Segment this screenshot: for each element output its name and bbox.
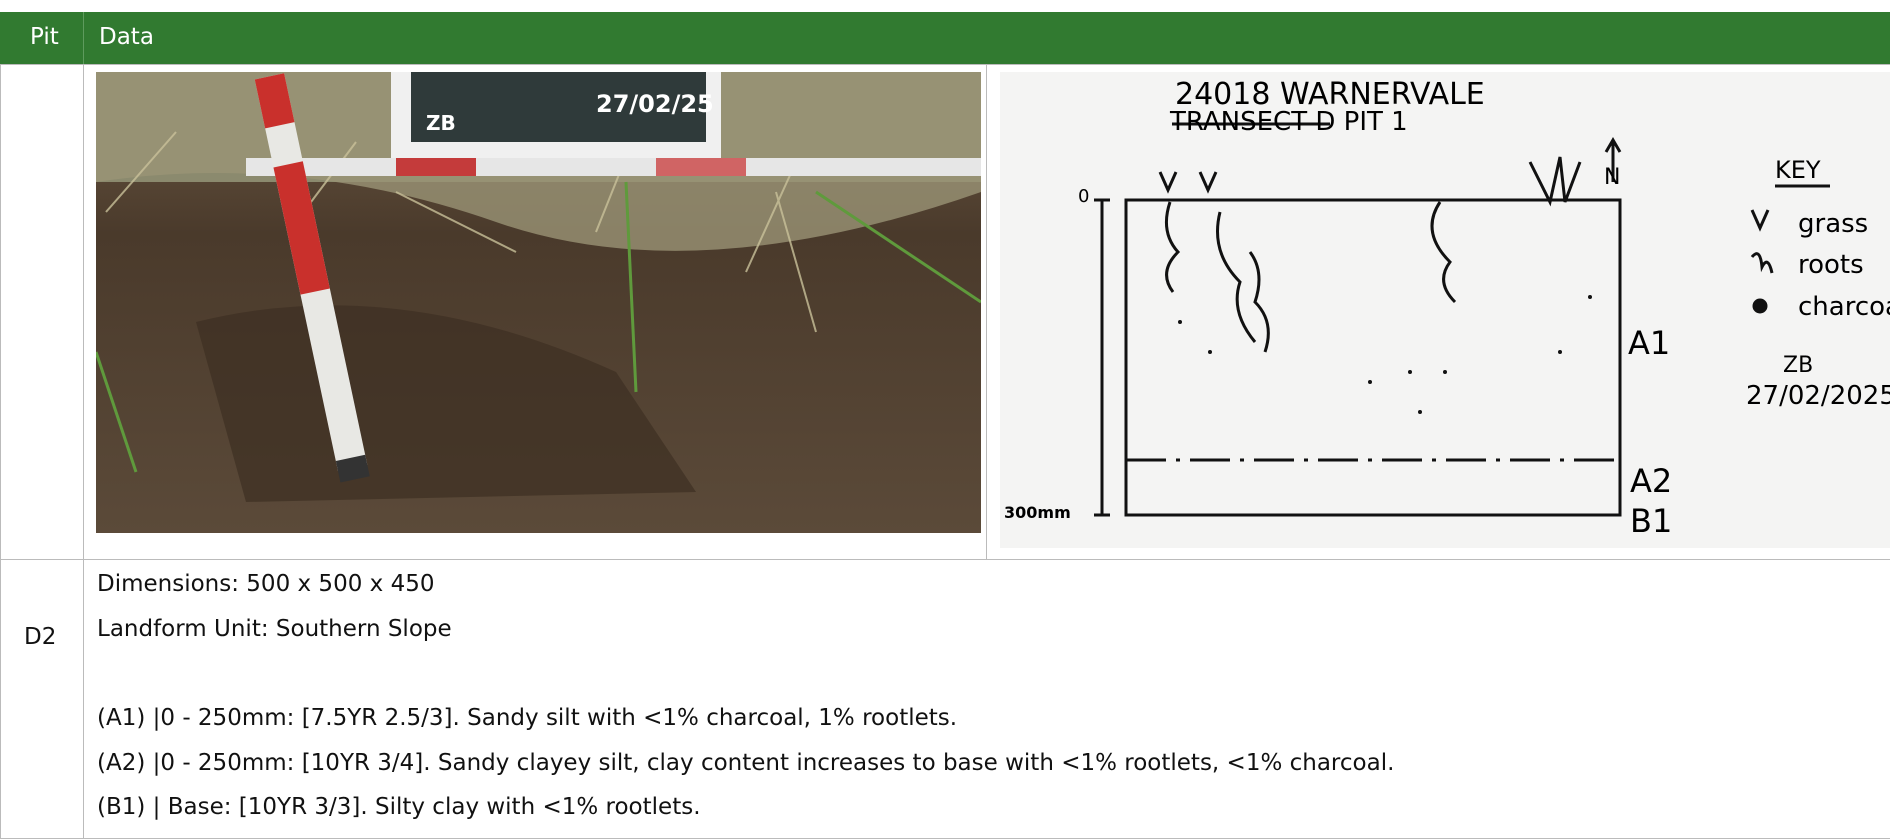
detail: Landform Unit: Southern Slope — [97, 616, 452, 642]
sketch-north: N — [1604, 165, 1620, 190]
sketch-initials: ZB — [1783, 353, 1813, 378]
horizon-description: (A2) |0 - 250mm: [10YR 3/4]. Sandy claye… — [97, 750, 1394, 776]
depth-bottom: 300mm — [1004, 503, 1071, 522]
pit-sketch: 24018 WARNERVALE TRANSECT D PIT 1 N 0 30… — [1000, 72, 1890, 548]
detail: Dimensions: 500 x 500 x 450 — [97, 571, 434, 597]
header-divider — [83, 12, 84, 64]
depth-top: 0 — [1078, 186, 1089, 207]
key-item: charcoal — [1798, 292, 1890, 322]
horizon-label: A1 — [1628, 324, 1670, 362]
page: Pit Data ZB 27/02/25 24018 WARNERVALE TR… — [0, 0, 1890, 832]
key-item: roots — [1798, 250, 1864, 280]
sketch-title: TRANSECT D PIT 1 — [1169, 107, 1408, 137]
key-title: KEY — [1775, 156, 1821, 184]
board-initials: ZB — [426, 111, 456, 135]
pit-photo: ZB 27/02/25 — [96, 72, 981, 533]
header-data: Data — [99, 24, 154, 50]
pit-cell — [0, 64, 84, 560]
horizon-description: (B1) | Base: [10YR 3/3]. Silty clay with… — [97, 794, 701, 820]
table-header — [0, 12, 1890, 64]
horizon-label: A2 — [1630, 462, 1672, 500]
pit-id: D2 — [24, 624, 56, 650]
header-pit: Pit — [30, 24, 59, 50]
horizon-description: (A1) |0 - 250mm: [7.5YR 2.5/3]. Sandy si… — [97, 705, 957, 731]
pit-cell — [0, 559, 84, 839]
board-date: 27/02/25 — [596, 90, 714, 118]
sketch-date: 27/02/2025 — [1746, 381, 1890, 411]
key-item: grass — [1798, 209, 1868, 239]
horizon-label: B1 — [1630, 502, 1672, 540]
